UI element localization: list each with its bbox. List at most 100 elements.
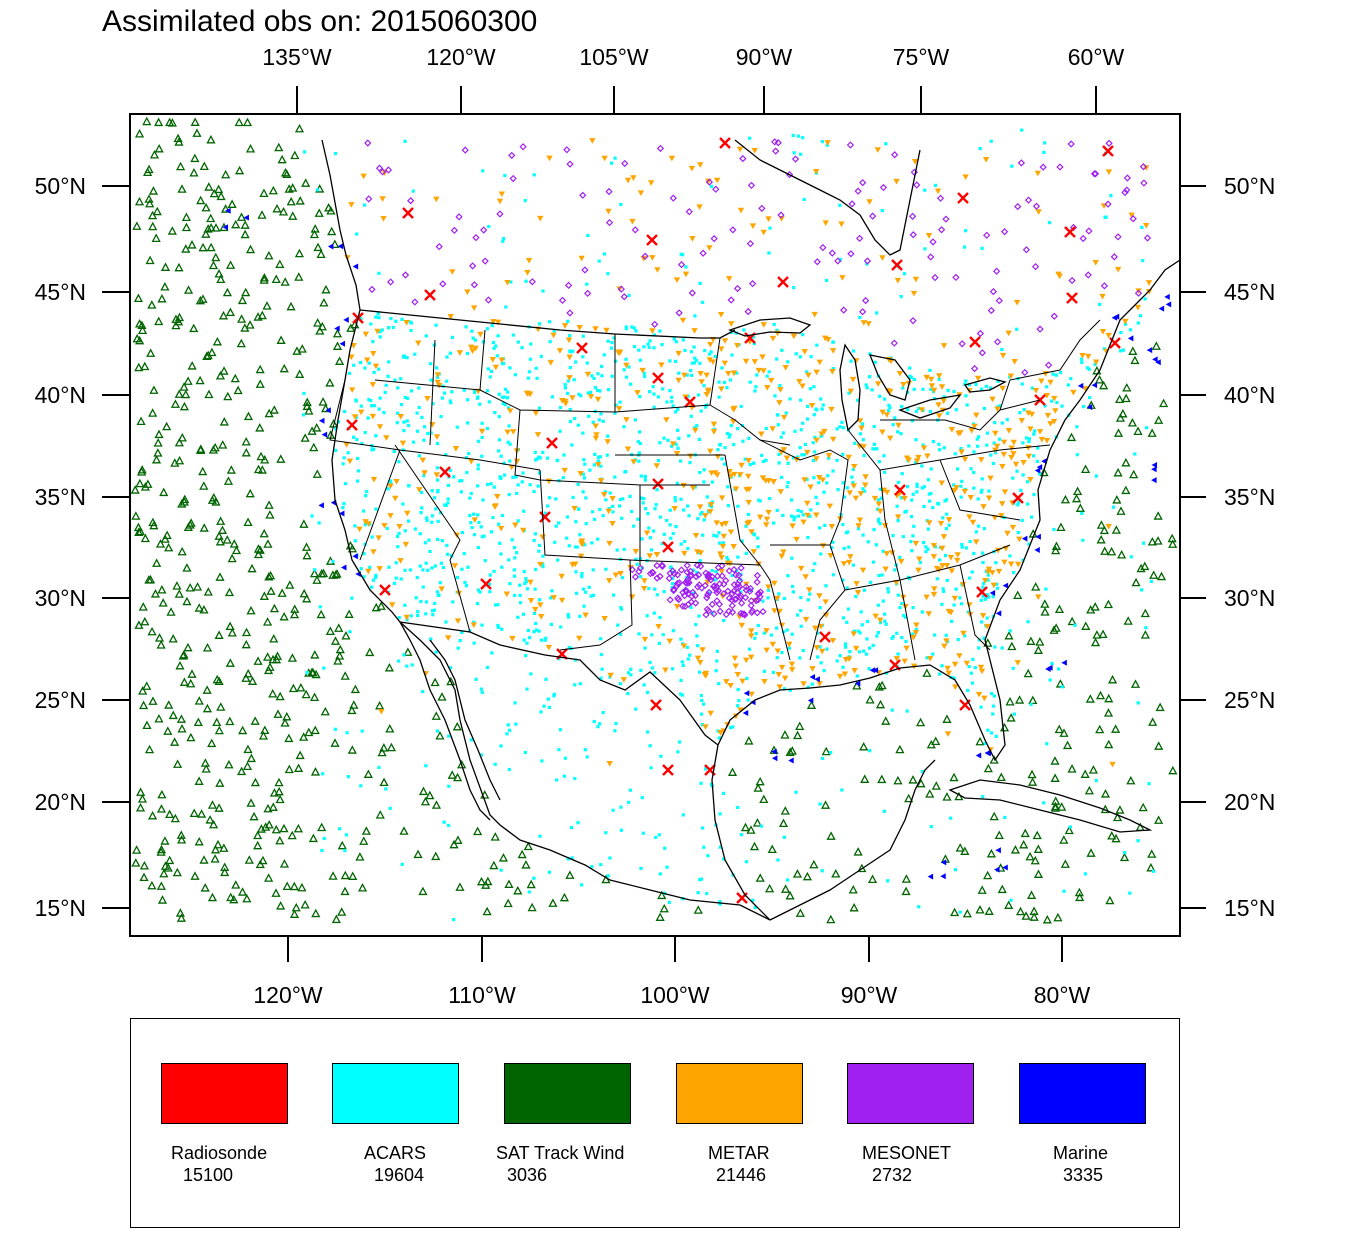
mesonet-marker (641, 252, 649, 260)
legend-item-sat-track-wind: SAT Track Wind 3036 (496, 1063, 634, 1185)
sat-track-wind-marker (237, 314, 247, 323)
mesonet-marker (368, 285, 376, 294)
acars-marker (850, 475, 854, 479)
acars-marker (516, 519, 520, 523)
sat-track-wind-marker (214, 676, 224, 686)
sat-track-wind-marker (206, 213, 216, 223)
acars-marker (568, 350, 572, 354)
acars-marker (881, 549, 885, 553)
acars-marker (980, 387, 984, 391)
sat-track-wind-marker (240, 229, 250, 239)
sat-track-wind-marker (154, 143, 164, 153)
sat-track-wind-marker (135, 526, 146, 536)
sat-track-wind-marker (149, 520, 159, 530)
acars-marker (876, 498, 881, 502)
acars-marker (372, 447, 376, 451)
acars-marker (523, 199, 527, 203)
acars-marker (751, 335, 756, 339)
acars-marker (400, 862, 404, 866)
sat-track-wind-marker (194, 776, 204, 785)
sat-track-wind-marker (955, 843, 965, 852)
sat-track-wind-marker (257, 210, 267, 219)
acars-marker (443, 503, 447, 507)
metar-marker (730, 370, 738, 377)
metar-marker (607, 672, 614, 679)
acars-marker (801, 136, 805, 140)
acars-marker (392, 449, 396, 454)
acars-marker (420, 415, 424, 420)
acars-marker (522, 638, 526, 642)
acars-marker (1109, 193, 1113, 198)
mesonet-marker (1068, 276, 1076, 285)
sat-track-wind-marker (399, 826, 409, 835)
mesonet-marker (669, 586, 678, 595)
acars-marker (622, 425, 626, 429)
marine-marker (1035, 533, 1041, 540)
sat-track-wind-marker (213, 839, 223, 849)
acars-marker (396, 411, 400, 415)
sat-track-wind-marker (242, 117, 253, 127)
sat-track-wind-marker (179, 382, 189, 391)
acars-marker (1144, 426, 1149, 430)
sat-track-wind-marker (1084, 785, 1094, 795)
acars-marker (639, 866, 643, 870)
metar-marker (923, 374, 930, 381)
mesonet-marker (656, 572, 664, 581)
mesonet-marker (472, 234, 480, 242)
metar-marker (856, 517, 864, 524)
acars-marker (432, 496, 437, 500)
metar-marker (893, 178, 900, 185)
acars-marker (736, 504, 740, 508)
sat-track-wind-marker (174, 589, 184, 598)
acars-marker (669, 444, 674, 448)
sat-track-wind-marker (190, 871, 200, 880)
metar-marker (796, 378, 803, 385)
acars-marker (941, 516, 945, 520)
metar-marker (813, 645, 821, 651)
acars-marker (444, 453, 448, 457)
sat-track-wind-marker (1146, 862, 1156, 872)
sat-track-wind-marker (744, 736, 754, 745)
acars-marker (630, 325, 634, 329)
metar-marker (584, 371, 592, 378)
metar-marker (992, 430, 999, 437)
acars-marker (1005, 417, 1009, 422)
mesonet-marker (748, 279, 757, 288)
acars-marker (1136, 839, 1140, 843)
acars-marker (949, 816, 953, 820)
acars-marker (446, 497, 450, 501)
acars-marker (615, 548, 619, 552)
metar-marker (681, 372, 688, 379)
sat-track-wind-marker (1027, 769, 1037, 779)
mesonet-marker (752, 597, 760, 605)
acars-marker (702, 384, 706, 388)
sat-track-wind-marker (340, 671, 350, 680)
right-lat-label: 35°N (1224, 484, 1276, 510)
acars-marker (368, 565, 372, 569)
metar-marker (745, 486, 753, 493)
sat-track-wind-marker (159, 868, 169, 878)
marine-marker (225, 207, 231, 214)
acars-marker (811, 568, 815, 573)
metar-marker (357, 409, 365, 416)
acars-marker (917, 905, 921, 909)
acars-marker (882, 397, 887, 401)
acars-marker (608, 491, 612, 495)
mesonet-marker (715, 600, 724, 608)
acars-marker (1015, 327, 1019, 331)
metar-marker (454, 618, 462, 624)
sat-track-wind-marker (247, 563, 257, 573)
acars-marker (516, 340, 520, 344)
metar-marker (578, 255, 585, 262)
sat-track-wind-marker (218, 440, 228, 449)
acars-marker (888, 405, 892, 410)
radiosonde-marker (777, 276, 789, 288)
sat-track-wind-marker (222, 535, 232, 544)
sat-track-wind-marker (132, 221, 142, 230)
sat-track-wind-marker (1113, 467, 1123, 477)
metar-marker (994, 406, 1001, 413)
sat-track-wind-marker (304, 406, 314, 415)
acars-marker (1027, 440, 1031, 444)
acars-marker (722, 857, 726, 861)
acars-marker (899, 496, 903, 500)
